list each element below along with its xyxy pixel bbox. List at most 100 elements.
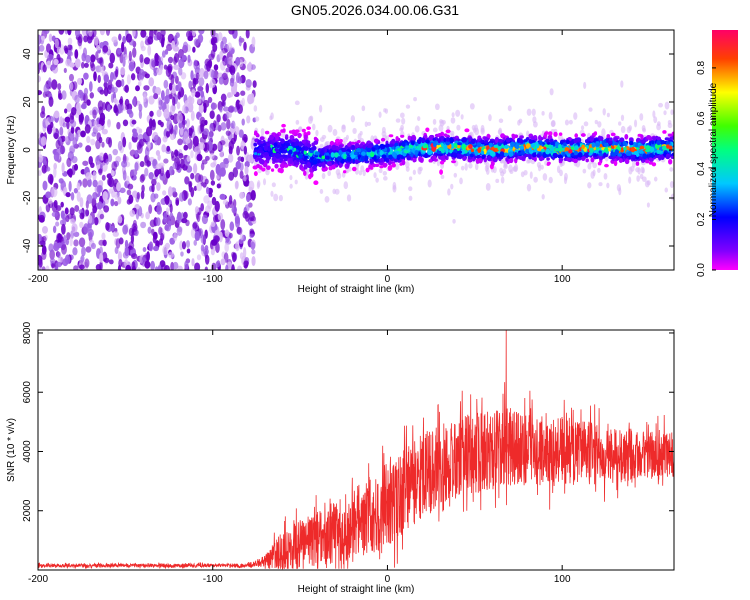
spectrogram-signal-cell [253,149,259,153]
spectrogram-noise-cell [152,231,158,240]
spectrogram-signal-cell [635,143,639,148]
spectrogram-noise-cell [45,265,50,270]
spectrogram-signal-cell [432,137,436,142]
spectrogram-noise-cell [122,251,129,259]
spectrogram-noise-cell [229,65,236,76]
spectrogram-signal-cell [591,142,596,148]
spectrogram-halo-cell [657,121,661,127]
spectrogram-noise-cell [228,171,235,181]
spectrogram-halo-cell [357,133,362,141]
spectrogram-noise-cell [184,176,190,185]
spectrogram-noise-cell [72,137,78,148]
spectrogram-noise-cell [160,121,164,128]
spectrogram-noise-cell [137,267,141,270]
spectrogram-noise-cell [220,93,227,102]
spectrogram-halo-cell [260,128,265,136]
spectrogram-signal-cell [462,155,467,161]
spectrogram-halo-cell [653,176,658,182]
spectrogram-noise-cell [121,78,125,87]
spectrogram-noise-cell [145,126,153,137]
spectrogram-signal-cell [389,143,394,147]
spectrogram-signal-cell [304,155,309,159]
spectrogram-signal-cell [400,134,405,138]
spectrogram-noise-cell [233,81,238,90]
spectrogram-halo-cell [485,182,491,191]
spectrogram-noise-cell [99,64,105,74]
spectrogram-signal-cell [289,134,295,141]
spectrogram-signal-cell [469,153,474,158]
spectrogram-halo-cell [536,161,542,168]
spectrogram-halo-cell [485,162,490,170]
spectrogram-xtick-label: 0 [385,274,391,285]
spectrogram-noise-cell [59,219,64,226]
spectrogram-signal-cell [477,159,482,163]
spectrogram-halo-cell [587,162,592,170]
spectrogram-signal-cell [520,150,525,156]
spectrogram-noise-cell [190,150,194,159]
spectrogram-noise-cell [69,145,76,154]
spectrogram-halo-cell [319,188,324,195]
spectrogram-noise-cell [90,162,95,169]
spectrogram-signal-cell [453,143,458,148]
spectrogram-signal-cell [317,162,323,168]
spectrogram-signal-cell [259,136,265,141]
spectrogram-noise-cell [150,260,155,270]
spectrogram-noise-cell [110,71,114,82]
spectrogram-signal-cell [573,150,579,156]
spectrogram-noise-cell [81,30,88,37]
spectrogram-signal-cell [656,136,662,141]
spectrogram-noise-cell [124,84,129,93]
spectrogram-signal-cell [304,146,309,151]
spectrogram-noise-cell [194,91,201,98]
spectrogram-noise-cell [222,199,228,205]
spectrogram-signal-cell [291,139,297,143]
spectrogram-noise-cell [231,251,236,258]
spectrogram-noise-cell [64,254,71,265]
spectrogram-ytick-label: 0 [22,147,33,153]
spectrogram-noise-cell [113,103,118,113]
spectrogram-noise-cell [119,104,124,114]
spectrogram-noise-cell [114,246,119,255]
spectrogram-noise-cell [55,261,62,268]
spectrogram-halo-cell [453,172,458,178]
spectrogram-noise-cell [243,175,247,182]
spectrogram-noise-cell [154,168,160,177]
spectrogram-signal-cell [638,149,644,154]
spectrogram-signal-cell [445,137,450,142]
spectrogram-signal-cell [570,146,575,151]
spectrogram-noise-cell [203,142,210,153]
spectrogram-signal-cell [628,140,634,146]
spectrogram-noise-cell [53,162,58,170]
spectrogram-signal-cell [483,157,488,163]
spectrogram-halo-cell [637,167,641,175]
spectrogram-noise-cell [198,77,205,87]
spectrogram-signal-cell [355,142,360,148]
spectrogram-noise-cell [220,122,227,131]
spectrogram-noise-cell [138,68,145,80]
spectrogram-noise-cell [92,179,98,188]
spectrogram-noise-cell [176,214,182,224]
spectrogram-noise-cell [176,112,183,124]
spectrogram-noise-cell [67,44,73,51]
spectrogram-noise-cell [67,51,74,57]
spectrogram-noise-cell [243,260,249,267]
spectrogram-signal-cell [486,145,490,151]
spectrogram-signal-cell [480,150,485,155]
spectrogram-signal-cell [432,155,437,161]
spectrogram-signal-cell [545,138,550,143]
spectrogram-signal-cell [525,148,530,154]
spectrogram-noise-cell [51,262,55,269]
spectrogram-noise-cell [101,232,106,240]
spectrogram-noise-cell [240,90,246,96]
spectrogram-noise-cell [169,104,176,115]
spectrogram-halo-cell [367,121,372,126]
spectrogram-halo-cell [480,124,485,133]
spectrogram-halo-cell [417,166,422,175]
spectrogram-noise-cell [87,228,94,238]
spectrogram-halo-cell [670,193,674,201]
spectrogram-halo-cell [382,170,388,176]
spectrogram-halo-cell [265,168,270,176]
spectrogram-noise-cell [57,242,63,249]
spectrogram-noise-cell [223,138,229,147]
spectrogram-noise-cell [220,218,226,230]
